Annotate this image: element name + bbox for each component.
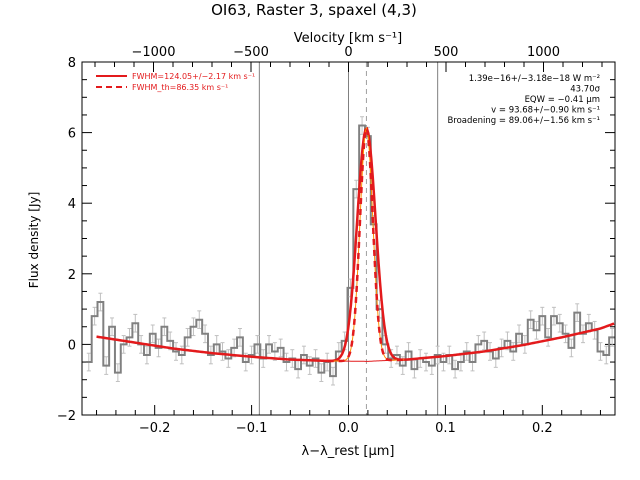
x-tick-label: 0.2 (532, 421, 553, 436)
annotation-3: v = 93.68+/−0.90 km s⁻¹ (491, 106, 600, 116)
x-axis-label: λ−λ_rest [μm] (302, 444, 395, 459)
legend: FWHM=124.05+/−2.17 km s⁻¹ FWHM_th=86.35 k… (96, 72, 255, 92)
x-tick-label: −0.2 (139, 421, 171, 436)
top-axis-label: Velocity [km s⁻¹] (294, 31, 402, 46)
top-tick-label: −1000 (132, 45, 176, 60)
y-tick-label: 4 (68, 197, 76, 212)
axis-ticks: −0.2 −0.1 0.0 0.1 0.2 −2 0 2 4 6 8 −1000 −500 0 500 100… (57, 45, 615, 436)
fit-dashed-line (327, 124, 405, 363)
top-tick-label: 1000 (527, 45, 560, 60)
annotation-4: Broadening = 89.06+/−1.56 km s⁻¹ (447, 116, 600, 126)
legend-label-1: FWHM_th=86.35 km s⁻¹ (132, 83, 228, 92)
x-tick-label: 0.0 (338, 421, 359, 436)
top-tick-label: 0 (344, 45, 352, 60)
y-tick-label: 2 (68, 268, 76, 283)
plot-frame (81, 61, 616, 416)
annotation-0: 1.39e−16+/−3.18e−18 W m⁻² (469, 74, 600, 84)
y-axis-label: Flux density [Jy] (27, 192, 41, 289)
legend-label-0: FWHM=124.05+/−2.17 km s⁻¹ (132, 72, 255, 81)
y-tick-label: −2 (57, 409, 76, 424)
fit-solid-line (96, 126, 615, 363)
annotation-2: EQW = −0.41 μm (525, 95, 600, 105)
y-tick-label: 8 (68, 56, 76, 71)
data-layer (85, 116, 615, 386)
annotation-1: 43.70σ (570, 85, 600, 95)
top-tick-label: −500 (233, 45, 269, 60)
y-tick-label: 0 (68, 338, 76, 353)
y-tick-label: 6 (68, 127, 76, 142)
flux-histogram (85, 124, 615, 378)
x-tick-label: −0.1 (236, 421, 268, 436)
x-tick-label: 0.1 (435, 421, 456, 436)
chart-title: OI63, Raster 3, spaxel (4,3) (211, 1, 417, 19)
top-tick-label: 500 (434, 45, 459, 60)
